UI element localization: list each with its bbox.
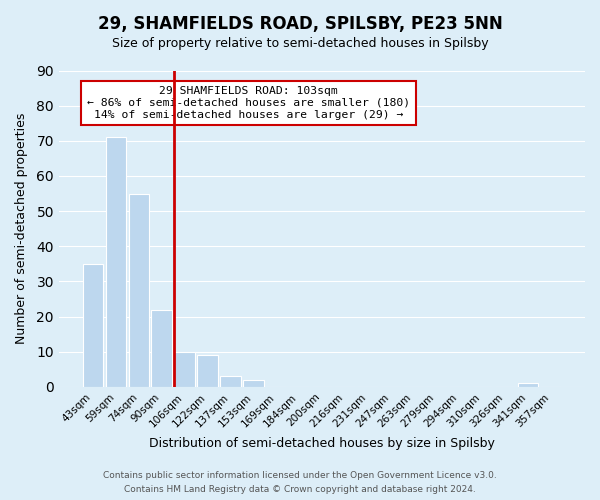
Text: Contains HM Land Registry data © Crown copyright and database right 2024.: Contains HM Land Registry data © Crown c… [124,484,476,494]
Bar [106,138,126,387]
Bar [151,310,172,387]
Bar [220,376,241,387]
Bar [174,352,195,387]
Text: 29 SHAMFIELDS ROAD: 103sqm
← 86% of semi-detached houses are smaller (180)
14% o: 29 SHAMFIELDS ROAD: 103sqm ← 86% of semi… [86,86,410,120]
Bar [197,356,218,387]
Bar [128,194,149,387]
Bar [83,264,103,387]
Y-axis label: Number of semi-detached properties: Number of semi-detached properties [15,113,28,344]
Text: 29, SHAMFIELDS ROAD, SPILSBY, PE23 5NN: 29, SHAMFIELDS ROAD, SPILSBY, PE23 5NN [98,15,502,33]
X-axis label: Distribution of semi-detached houses by size in Spilsby: Distribution of semi-detached houses by … [149,437,495,450]
Bar [243,380,263,387]
Text: Contains public sector information licensed under the Open Government Licence v3: Contains public sector information licen… [103,471,497,480]
Text: Size of property relative to semi-detached houses in Spilsby: Size of property relative to semi-detach… [112,38,488,51]
Bar [518,384,538,387]
